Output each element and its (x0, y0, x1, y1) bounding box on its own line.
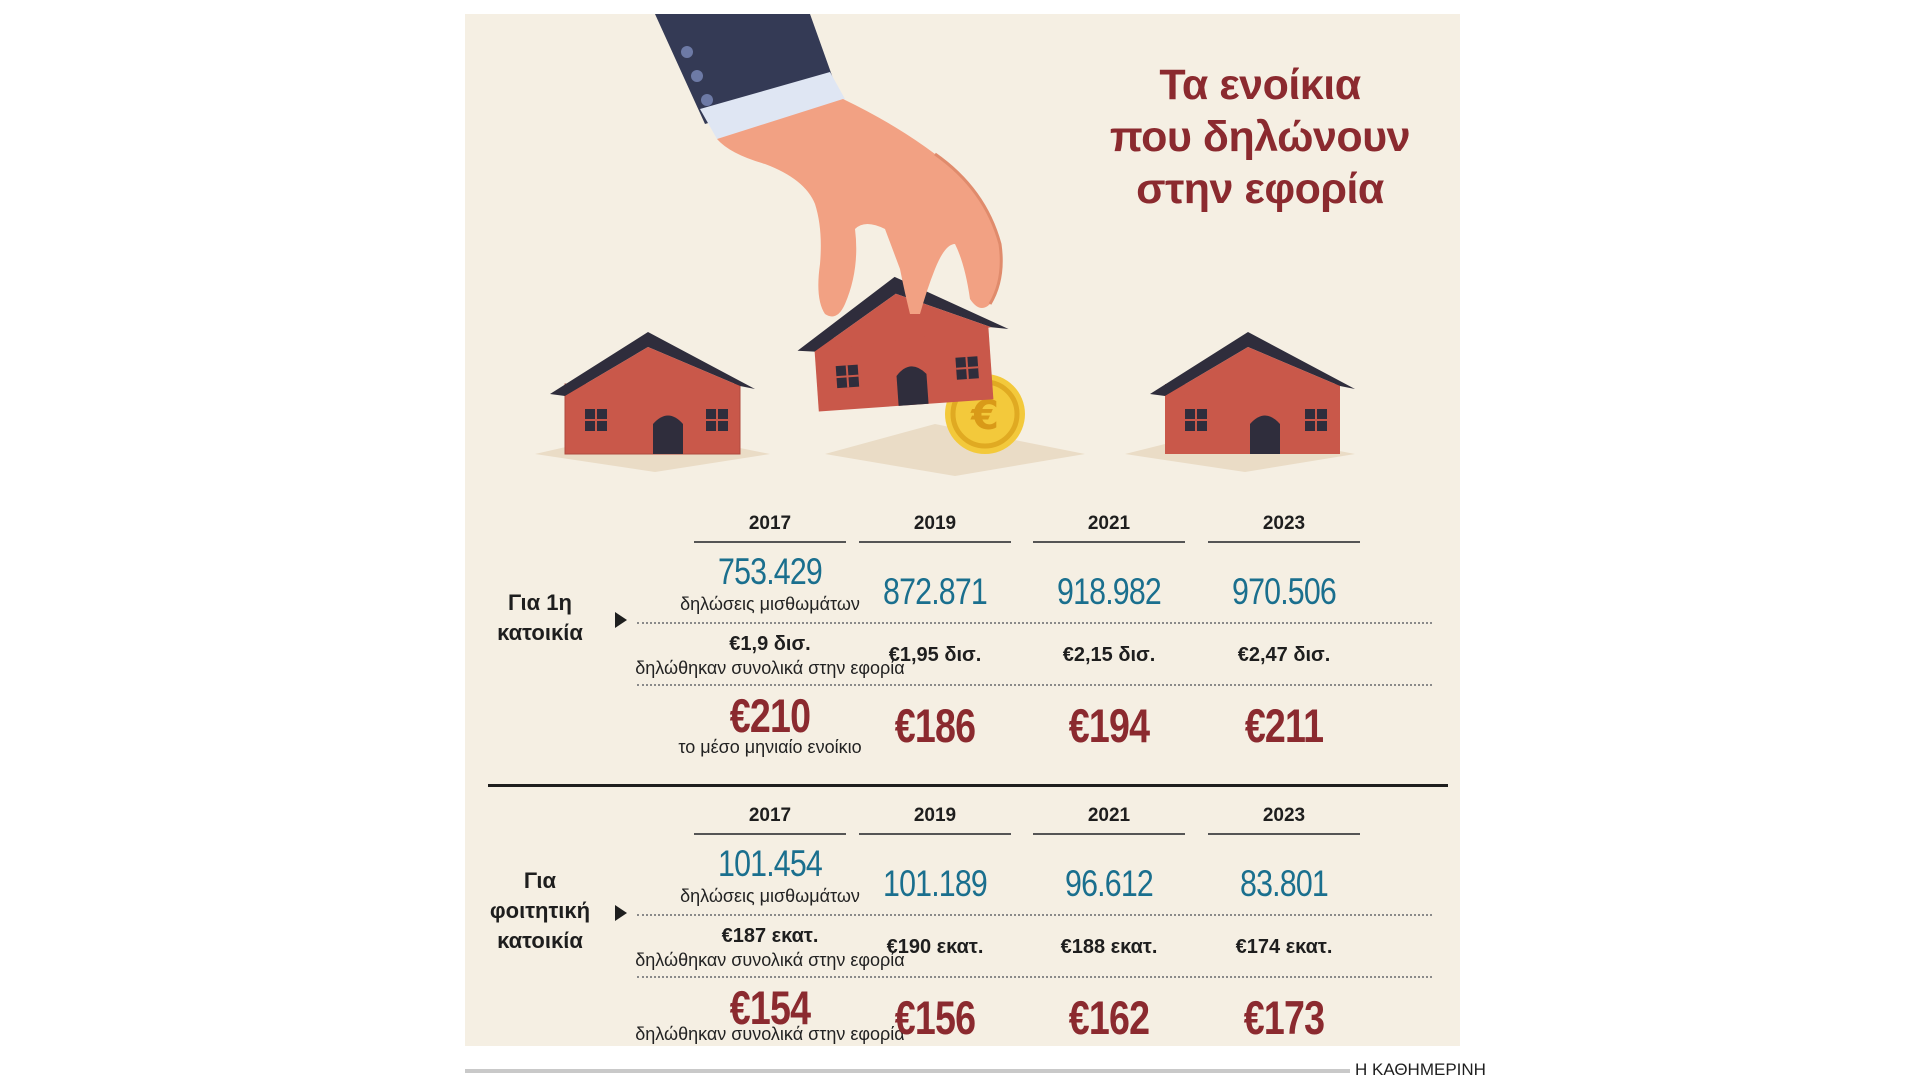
avg-rent-value: €186 (894, 699, 976, 752)
total-value: €187 εκατ. (721, 925, 819, 947)
house-icon (1150, 332, 1355, 454)
house-icon (550, 332, 755, 455)
row-label-line: Για (523, 868, 557, 893)
declarations-value: 970.506 (1232, 571, 1337, 612)
row-label-line: κατοικία (497, 620, 583, 645)
declarations-value: 872.871 (883, 571, 988, 612)
declarations-caption: δηλώσεις μισθωμάτων (680, 886, 860, 906)
total-value: €190 εκατ. (886, 936, 984, 958)
avg-rent-value: €210 (729, 689, 811, 742)
arrow-icon (615, 905, 627, 921)
avg-rent-caption: δηλώθηκαν συνολικά στην εφορία (635, 1024, 905, 1044)
row-label: Για 1η κατοικία (475, 588, 605, 648)
title-line: Τα ενοίκια (1159, 61, 1361, 109)
row-label-line: κατοικία (497, 928, 583, 953)
total-caption: δηλώθηκαν συνολικά στην εφορία (635, 950, 905, 970)
svg-text:€: € (970, 393, 999, 439)
year-underline (694, 541, 846, 543)
avg-rent-value: €211 (1244, 699, 1324, 752)
year-label: 2021 (1087, 805, 1131, 826)
hand-icon (655, 14, 1003, 317)
title-line: στην εφορία (1136, 165, 1384, 213)
row-label-line: φοιτητική (489, 898, 591, 923)
declarations-value: 918.982 (1057, 571, 1162, 612)
year-label: 2017 (748, 513, 792, 534)
year-label: 2023 (1262, 513, 1306, 534)
total-value: €2,15 δισ. (1062, 644, 1156, 666)
avg-rent-value: €154 (729, 981, 811, 1034)
row-label-line: Για 1η (508, 590, 572, 615)
total-value: €174 εκατ. (1235, 936, 1333, 958)
row-label: Για φοιτητική κατοικία (470, 866, 610, 956)
avg-rent-caption: το μέσο μηνιαίο ενοίκιο (678, 737, 862, 757)
title-line: που δηλώνουν (1109, 113, 1411, 161)
total-value: €2,47 δισ. (1237, 644, 1331, 666)
year-underline (1033, 541, 1185, 543)
avg-rent-value: €156 (894, 991, 976, 1044)
year-label: 2021 (1087, 513, 1131, 534)
section-divider (488, 784, 1448, 787)
row-divider (637, 976, 1432, 978)
declarations-value: 753.429 (718, 551, 823, 592)
publisher-credit: Η ΚΑΘΗΜΕΡΙΝΗ (1355, 1060, 1486, 1079)
infographic-panel: € Τα ενοίκια που δηλώνουν (465, 14, 1460, 1046)
arrow-icon (615, 612, 627, 628)
house-icon (797, 276, 1009, 412)
year-underline (859, 833, 1011, 835)
year-underline (694, 833, 846, 835)
total-value: €1,95 δισ. (888, 644, 982, 666)
year-label: 2019 (913, 513, 957, 534)
total-caption: δηλώθηκαν συνολικά στην εφορία (635, 658, 905, 678)
page-title: Τα ενοίκια που δηλώνουν στην εφορία (1075, 59, 1445, 215)
declarations-value: 101.454 (718, 843, 823, 884)
illustration: € (535, 14, 1355, 476)
row-divider (637, 914, 1432, 916)
footer-rule (465, 1069, 1350, 1073)
year-label: 2017 (748, 805, 792, 826)
total-value: €1,9 δισ. (729, 633, 811, 655)
row-divider (637, 684, 1432, 686)
avg-rent-value: €194 (1068, 699, 1150, 752)
year-label: 2019 (913, 805, 957, 826)
row-divider (637, 622, 1432, 624)
year-underline (1208, 541, 1360, 543)
year-label: 2023 (1262, 805, 1306, 826)
avg-rent-value: €173 (1243, 991, 1325, 1044)
year-underline (1033, 833, 1185, 835)
total-value: €188 εκατ. (1060, 936, 1158, 958)
year-underline (1208, 833, 1360, 835)
declarations-value: 101.189 (883, 863, 988, 904)
avg-rent-value: €162 (1068, 991, 1150, 1044)
declarations-value: 96.612 (1065, 863, 1154, 904)
declarations-caption: δηλώσεις μισθωμάτων (680, 594, 860, 614)
year-underline (859, 541, 1011, 543)
declarations-value: 83.801 (1240, 863, 1329, 904)
